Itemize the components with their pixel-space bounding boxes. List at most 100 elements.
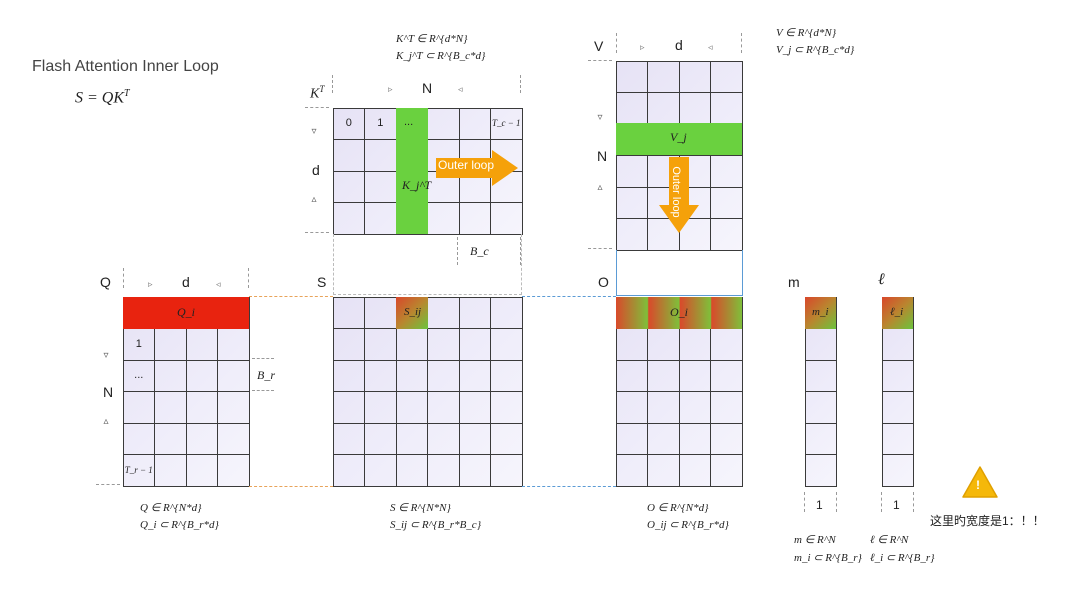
- o-cell: [678, 454, 711, 487]
- k-cell: [427, 107, 460, 140]
- v-cell: [710, 60, 743, 93]
- s-def-line2: S_ij ⊂ R^{B_r*B_c}: [390, 519, 482, 531]
- o-cell: [647, 391, 680, 424]
- l-def-line1: ℓ ∈ R^N: [870, 534, 909, 546]
- s-cell: [332, 422, 365, 455]
- l-cell-label: ℓ_i: [890, 306, 904, 318]
- s-cell: [490, 359, 523, 392]
- m-label: m: [788, 274, 800, 290]
- v-strip-label: V_j: [670, 130, 687, 144]
- outer-loop-arrow-horizontal: [436, 150, 518, 186]
- s-cell: [395, 328, 428, 361]
- v-top-arrow-right: ◃: [708, 42, 713, 52]
- m-cell: [804, 391, 837, 424]
- q-cell-label: T_r − 1: [124, 464, 153, 475]
- v-label: V: [594, 38, 604, 54]
- l-def-line2: ℓ_i ⊂ R^{B_r}: [870, 552, 935, 564]
- q-def-line1: Q ∈ R^{N*d}: [140, 502, 202, 514]
- q-selected-strip: [123, 297, 249, 329]
- l-cell: [881, 359, 914, 392]
- s-cell: [458, 296, 491, 329]
- o-label: O: [598, 274, 609, 290]
- o-cell: [678, 391, 711, 424]
- s-cell: [427, 422, 460, 455]
- l-label: ℓ: [878, 271, 885, 288]
- q-label: Q: [100, 274, 111, 290]
- q-top-arrow-right: ◃: [216, 279, 221, 289]
- warning-text: 这里旳宽度是1：！！: [930, 514, 1045, 528]
- v-cell: [710, 186, 743, 219]
- k-cell: [332, 202, 365, 235]
- q-cell: [154, 454, 187, 487]
- s-o-connector: [522, 296, 616, 487]
- q-cell: [217, 391, 250, 424]
- k-cell: [458, 107, 491, 140]
- v-left-arrow-down: ▵: [597, 182, 603, 193]
- v-selected-strip: [616, 123, 742, 155]
- o-cell: [615, 454, 648, 487]
- k-cell-label: 1: [377, 117, 384, 130]
- s-cell: [364, 422, 397, 455]
- o-def-line1: O ∈ R^{N*d}: [647, 502, 709, 514]
- q-cell: [122, 391, 155, 424]
- v-cell: [615, 186, 648, 219]
- s-cell: [332, 454, 365, 487]
- q-cell: [154, 422, 187, 455]
- o-cell: [615, 328, 648, 361]
- v-cell: [615, 218, 648, 251]
- o-cell: [710, 454, 743, 487]
- s-cell: [427, 296, 460, 329]
- s-cell: [395, 391, 428, 424]
- k-cell: [332, 170, 365, 203]
- m-cell: [804, 359, 837, 392]
- k-top-dim: N: [422, 80, 433, 96]
- q-left-arrow-down: ▵: [103, 416, 109, 427]
- k-cell: 0: [332, 107, 365, 140]
- v-cell: [615, 60, 648, 93]
- s-cell: [395, 422, 428, 455]
- k-top-arrow-right: ◃: [458, 84, 463, 94]
- m-cell: [804, 422, 837, 455]
- s-cell: [364, 391, 397, 424]
- o-cell: [647, 328, 680, 361]
- k-cell: [364, 202, 397, 235]
- warning-icon: [962, 466, 998, 498]
- m-def-line1: m ∈ R^N: [794, 534, 836, 546]
- v-cell: [710, 155, 743, 188]
- v-def-line2: V_j ⊂ R^{B_c*d}: [776, 44, 855, 56]
- v-top-dim: d: [675, 37, 683, 53]
- o-cell: [710, 391, 743, 424]
- k-left-arrow-down: ▵: [311, 194, 317, 205]
- k-def-line2: K_j^T ⊂ R^{B_c*d}: [396, 50, 486, 62]
- q-left-dim: N: [103, 384, 114, 400]
- q-top-arrow-left: ▹: [148, 279, 153, 289]
- o-cell: [710, 359, 743, 392]
- k-top-arrow-left: ▹: [388, 84, 393, 94]
- k-cell: [364, 139, 397, 172]
- s-cell: [427, 454, 460, 487]
- s-cell: [458, 422, 491, 455]
- q-cell: [185, 328, 218, 361]
- k-left-dim: d: [312, 162, 320, 178]
- s-cell: [427, 328, 460, 361]
- s-label: S: [317, 274, 327, 290]
- q-cell: 1: [122, 328, 155, 361]
- s-cell: [332, 391, 365, 424]
- q-cell: T_r − 1: [122, 454, 155, 487]
- k-outer-loop-label: Outer loop: [438, 158, 495, 172]
- o-selected-strip: [616, 297, 742, 329]
- q-cell: [122, 422, 155, 455]
- k-label: KT: [310, 84, 325, 102]
- m-cell: [804, 328, 837, 361]
- o-cell: [710, 422, 743, 455]
- m-width-label: 1: [816, 498, 823, 512]
- q-s-connector: [249, 296, 333, 487]
- s-cell: [490, 296, 523, 329]
- v-matrix: [615, 60, 743, 251]
- s-cell: [332, 359, 365, 392]
- formula: S = QKT: [75, 88, 130, 107]
- q-cell: [154, 391, 187, 424]
- l-cell: [881, 454, 914, 487]
- s-cell: [458, 454, 491, 487]
- v-top-arrow-left: ▹: [640, 42, 645, 52]
